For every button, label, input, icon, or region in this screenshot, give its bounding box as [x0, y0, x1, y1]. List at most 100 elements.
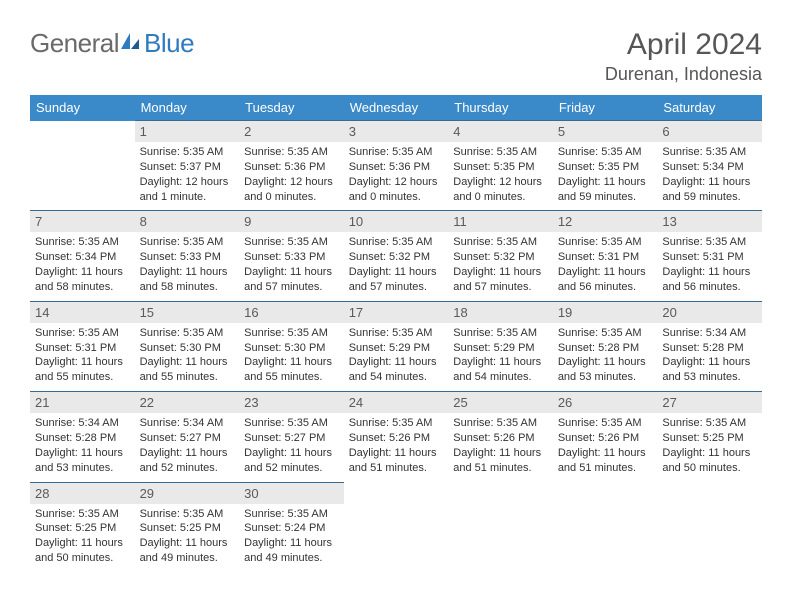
day-cell: 11Sunrise: 5:35 AMSunset: 5:32 PMDayligh… — [448, 211, 553, 301]
daylight-line: and 54 minutes. — [349, 370, 444, 385]
day-cell: 8 Sunrise: 5:35 AMSunset: 5:33 PMDaylight… — [135, 211, 240, 301]
daylight-line: and 0 minutes. — [453, 190, 548, 205]
day-cell — [657, 482, 762, 572]
day-cell: 4Sunrise: 5:35 AMSunset: 5:35 PMDaylight… — [448, 121, 553, 211]
day-number: 19 — [553, 302, 658, 323]
day-cell: 24Sunrise: 5:35 AMSunset: 5:26 PMDayligh… — [344, 392, 449, 482]
daylight-line: Daylight: 11 hours — [349, 446, 444, 461]
sunrise-line: Sunrise: 5:35 AM — [349, 145, 444, 160]
day-number: 21 — [30, 392, 135, 413]
day-number: 24 — [344, 392, 449, 413]
day-cell: 19Sunrise: 5:35 AMSunset: 5:28 PMDayligh… — [553, 301, 658, 391]
daylight-line: Daylight: 11 hours — [453, 446, 548, 461]
day-number: 11 — [448, 211, 553, 232]
sunrise-line: Sunrise: 5:35 AM — [662, 416, 757, 431]
sunrise-line: Sunrise: 5:35 AM — [453, 326, 548, 341]
week-row: 7Sunrise: 5:35 AMSunset: 5:34 PMDaylight… — [30, 211, 762, 301]
sunrise-line: Sunrise: 5:34 AM — [662, 326, 757, 341]
daylight-line: Daylight: 11 hours — [35, 355, 130, 370]
day-cell: 29Sunrise: 5:35 AMSunset: 5:25 PMDayligh… — [135, 482, 240, 572]
daylight-line: Daylight: 11 hours — [558, 175, 653, 190]
day-number: 23 — [239, 392, 344, 413]
daylight-line: and 53 minutes. — [35, 461, 130, 476]
sunrise-line: Sunrise: 5:35 AM — [349, 235, 444, 250]
sunset-line: Sunset: 5:30 PM — [244, 341, 339, 356]
daylight-line: and 51 minutes. — [558, 461, 653, 476]
daylight-line: Daylight: 11 hours — [349, 265, 444, 280]
sunrise-line: Sunrise: 5:35 AM — [244, 326, 339, 341]
day-number: 22 — [135, 392, 240, 413]
day-cell: 7Sunrise: 5:35 AMSunset: 5:34 PMDaylight… — [30, 211, 135, 301]
sunset-line: Sunset: 5:31 PM — [662, 250, 757, 265]
day-header: Sunday — [30, 95, 135, 121]
day-cell: 16Sunrise: 5:35 AMSunset: 5:30 PMDayligh… — [239, 301, 344, 391]
sunrise-line: Sunrise: 5:35 AM — [244, 507, 339, 522]
day-cell — [30, 121, 135, 211]
daylight-line: Daylight: 11 hours — [349, 355, 444, 370]
daylight-line: and 51 minutes. — [349, 461, 444, 476]
day-number: 16 — [239, 302, 344, 323]
day-cell: 2Sunrise: 5:35 AMSunset: 5:36 PMDaylight… — [239, 121, 344, 211]
day-cell: 22Sunrise: 5:34 AMSunset: 5:27 PMDayligh… — [135, 392, 240, 482]
sunrise-line: Sunrise: 5:35 AM — [140, 145, 235, 160]
sunrise-line: Sunrise: 5:35 AM — [244, 235, 339, 250]
month-title: April 2024 — [605, 28, 762, 62]
day-number: 8 — [135, 211, 240, 232]
calendar-page: General Blue April 2024 Durenan, Indones… — [0, 0, 792, 582]
day-number: 15 — [135, 302, 240, 323]
daylight-line: Daylight: 11 hours — [662, 446, 757, 461]
sunrise-line: Sunrise: 5:35 AM — [662, 145, 757, 160]
day-cell: 23Sunrise: 5:35 AMSunset: 5:27 PMDayligh… — [239, 392, 344, 482]
daylight-line: and 59 minutes. — [662, 190, 757, 205]
day-cell: 10Sunrise: 5:35 AMSunset: 5:32 PMDayligh… — [344, 211, 449, 301]
sunset-line: Sunset: 5:35 PM — [558, 160, 653, 175]
day-number: 1 — [135, 121, 240, 142]
day-cell: 9Sunrise: 5:35 AMSunset: 5:33 PMDaylight… — [239, 211, 344, 301]
title-block: April 2024 Durenan, Indonesia — [605, 28, 762, 85]
daylight-line: Daylight: 11 hours — [244, 265, 339, 280]
day-number: 28 — [30, 483, 135, 504]
week-row: 14Sunrise: 5:35 AMSunset: 5:31 PMDayligh… — [30, 301, 762, 391]
sunrise-line: Sunrise: 5:35 AM — [244, 145, 339, 160]
day-number: 27 — [657, 392, 762, 413]
day-cell: 27Sunrise: 5:35 AMSunset: 5:25 PMDayligh… — [657, 392, 762, 482]
day-header: Friday — [553, 95, 658, 121]
daylight-line: Daylight: 11 hours — [140, 265, 235, 280]
day-number: 10 — [344, 211, 449, 232]
daylight-line: Daylight: 11 hours — [453, 355, 548, 370]
week-row: 21Sunrise: 5:34 AMSunset: 5:28 PMDayligh… — [30, 392, 762, 482]
day-cell: 28Sunrise: 5:35 AMSunset: 5:25 PMDayligh… — [30, 482, 135, 572]
daylight-line: Daylight: 11 hours — [558, 265, 653, 280]
sunset-line: Sunset: 5:26 PM — [453, 431, 548, 446]
day-cell — [448, 482, 553, 572]
day-number: 29 — [135, 483, 240, 504]
daylight-line: Daylight: 12 hours — [349, 175, 444, 190]
week-row: 1Sunrise: 5:35 AMSunset: 5:37 PMDaylight… — [30, 121, 762, 211]
week-row: 28Sunrise: 5:35 AMSunset: 5:25 PMDayligh… — [30, 482, 762, 572]
daylight-line: and 49 minutes. — [244, 551, 339, 566]
sunrise-line: Sunrise: 5:35 AM — [140, 235, 235, 250]
sunrise-line: Sunrise: 5:35 AM — [35, 326, 130, 341]
logo-sail-icon — [119, 31, 141, 56]
sunset-line: Sunset: 5:33 PM — [140, 250, 235, 265]
day-cell: 30Sunrise: 5:35 AMSunset: 5:24 PMDayligh… — [239, 482, 344, 572]
day-cell: 1Sunrise: 5:35 AMSunset: 5:37 PMDaylight… — [135, 121, 240, 211]
day-number: 14 — [30, 302, 135, 323]
daylight-line: Daylight: 11 hours — [35, 446, 130, 461]
day-number: 13 — [657, 211, 762, 232]
sunset-line: Sunset: 5:37 PM — [140, 160, 235, 175]
day-cell: 20Sunrise: 5:34 AMSunset: 5:28 PMDayligh… — [657, 301, 762, 391]
daylight-line: Daylight: 11 hours — [453, 265, 548, 280]
daylight-line: and 58 minutes. — [35, 280, 130, 295]
day-cell: 25Sunrise: 5:35 AMSunset: 5:26 PMDayligh… — [448, 392, 553, 482]
day-cell: 13Sunrise: 5:35 AMSunset: 5:31 PMDayligh… — [657, 211, 762, 301]
sunrise-line: Sunrise: 5:35 AM — [453, 235, 548, 250]
daylight-line: and 56 minutes. — [662, 280, 757, 295]
daylight-line: and 59 minutes. — [558, 190, 653, 205]
day-cell: 5Sunrise: 5:35 AMSunset: 5:35 PMDaylight… — [553, 121, 658, 211]
sunset-line: Sunset: 5:28 PM — [558, 341, 653, 356]
daylight-line: Daylight: 11 hours — [35, 536, 130, 551]
sunrise-line: Sunrise: 5:35 AM — [349, 416, 444, 431]
daylight-line: and 0 minutes. — [244, 190, 339, 205]
sunrise-line: Sunrise: 5:34 AM — [35, 416, 130, 431]
